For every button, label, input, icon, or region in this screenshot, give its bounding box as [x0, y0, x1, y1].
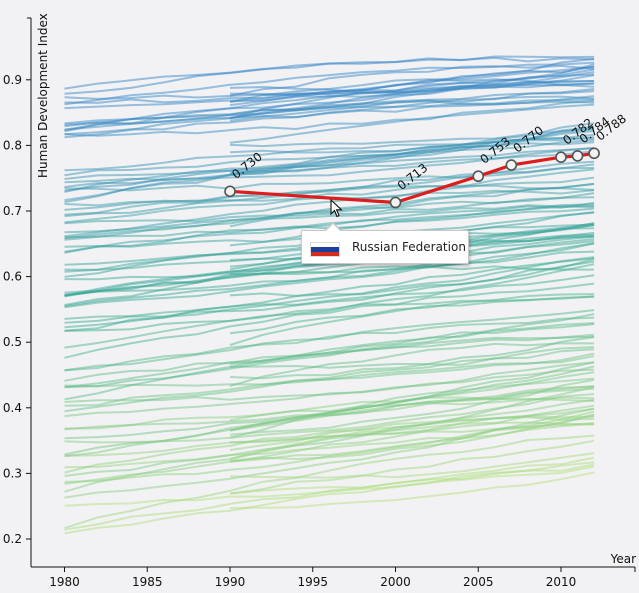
series-line[interactable]: [64, 295, 595, 349]
series-line[interactable]: [64, 465, 595, 507]
series-line[interactable]: [64, 393, 595, 444]
series-line[interactable]: [229, 404, 595, 444]
series-line[interactable]: [64, 204, 595, 240]
tooltip-country-name: Russian Federation: [352, 240, 466, 254]
series-line[interactable]: [64, 355, 595, 407]
series-line[interactable]: [229, 452, 595, 479]
series-line[interactable]: [64, 316, 595, 372]
series-line[interactable]: [229, 258, 595, 297]
series-line[interactable]: [64, 167, 595, 192]
series-line[interactable]: [229, 342, 595, 387]
data-point-label: 0.788: [593, 111, 629, 143]
series-line[interactable]: [64, 184, 595, 216]
data-point[interactable]: [389, 196, 402, 209]
mouse-pointer-icon: [330, 199, 343, 218]
series-line[interactable]: [229, 379, 595, 436]
series-line[interactable]: [64, 398, 595, 493]
y-tick-label: 0.8: [3, 138, 22, 152]
russia-flag-icon: [310, 242, 340, 257]
series-line[interactable]: [64, 313, 595, 389]
series-line[interactable]: [64, 368, 595, 418]
y-tick-label: 0.7: [3, 204, 22, 218]
series-line[interactable]: [64, 168, 595, 207]
y-tick-label: 0.3: [3, 466, 22, 480]
series-line[interactable]: [229, 182, 595, 228]
series-line[interactable]: [64, 461, 595, 535]
data-point[interactable]: [571, 150, 584, 162]
series-line[interactable]: [64, 335, 595, 388]
series-line[interactable]: [229, 68, 595, 96]
y-tick-label: 0.6: [3, 270, 22, 284]
axes: 0.2 0.3 0.4 0.5 0.6 0.7 0.8 0.9 1980 1985 1990 1995…: [3, 17, 636, 589]
y-tick-label: 0.2: [3, 532, 22, 546]
data-point[interactable]: [588, 147, 600, 160]
series-line[interactable]: [64, 434, 595, 530]
background-series-group: [64, 55, 595, 535]
x-axis-title: Year: [610, 552, 636, 566]
series-line[interactable]: [64, 74, 595, 125]
y-tick-label: 0.5: [3, 335, 22, 349]
series-line[interactable]: [64, 182, 595, 234]
y-tick-label: 0.4: [3, 401, 22, 415]
y-axis-title: Human Development Index: [36, 13, 50, 178]
series-line[interactable]: [229, 336, 595, 369]
series-line[interactable]: [64, 176, 595, 238]
series-line[interactable]: [64, 99, 595, 137]
series-line[interactable]: [64, 333, 595, 382]
series-line[interactable]: [64, 407, 595, 485]
series-line[interactable]: [229, 471, 595, 510]
x-tick-label: 1990: [215, 575, 246, 589]
series-line[interactable]: [229, 65, 595, 107]
series-line[interactable]: [64, 396, 595, 430]
x-tick-label: 1995: [297, 575, 328, 589]
series-line[interactable]: [64, 407, 595, 499]
series-line[interactable]: [64, 139, 595, 202]
series-line[interactable]: [64, 56, 595, 90]
series-line[interactable]: [229, 64, 595, 97]
series-line[interactable]: [229, 78, 595, 103]
series-line[interactable]: [64, 346, 595, 413]
series-line[interactable]: [64, 263, 595, 332]
series-line[interactable]: [229, 414, 595, 463]
data-point[interactable]: [224, 185, 236, 198]
series-line[interactable]: [229, 150, 595, 176]
series-line[interactable]: [64, 242, 595, 297]
x-tick-label: 2005: [463, 575, 494, 589]
series-line[interactable]: [229, 293, 595, 335]
series-line[interactable]: [64, 282, 595, 359]
series-line[interactable]: [64, 260, 595, 324]
x-tick-label: 1980: [49, 575, 80, 589]
x-tick-label: 1985: [132, 575, 163, 589]
x-tick-label: 2010: [546, 575, 577, 589]
data-point[interactable]: [555, 151, 567, 164]
y-tick-label: 0.9: [3, 73, 22, 87]
series-line[interactable]: [64, 90, 595, 131]
series-line[interactable]: [229, 416, 595, 451]
series-line[interactable]: [229, 348, 595, 380]
data-point[interactable]: [472, 170, 485, 183]
data-point[interactable]: [505, 159, 518, 171]
series-line[interactable]: [229, 413, 595, 462]
series-line[interactable]: [229, 98, 595, 122]
series-line[interactable]: [64, 235, 595, 281]
series-line[interactable]: [64, 309, 595, 372]
series-line[interactable]: [64, 133, 595, 177]
series-line[interactable]: [229, 439, 595, 495]
series-line[interactable]: [229, 385, 595, 432]
country-tooltip: Russian Federation: [301, 222, 469, 264]
series-line[interactable]: [64, 422, 595, 469]
x-tick-label: 2000: [380, 575, 411, 589]
series-line[interactable]: [64, 274, 595, 320]
series-line[interactable]: [64, 242, 595, 309]
